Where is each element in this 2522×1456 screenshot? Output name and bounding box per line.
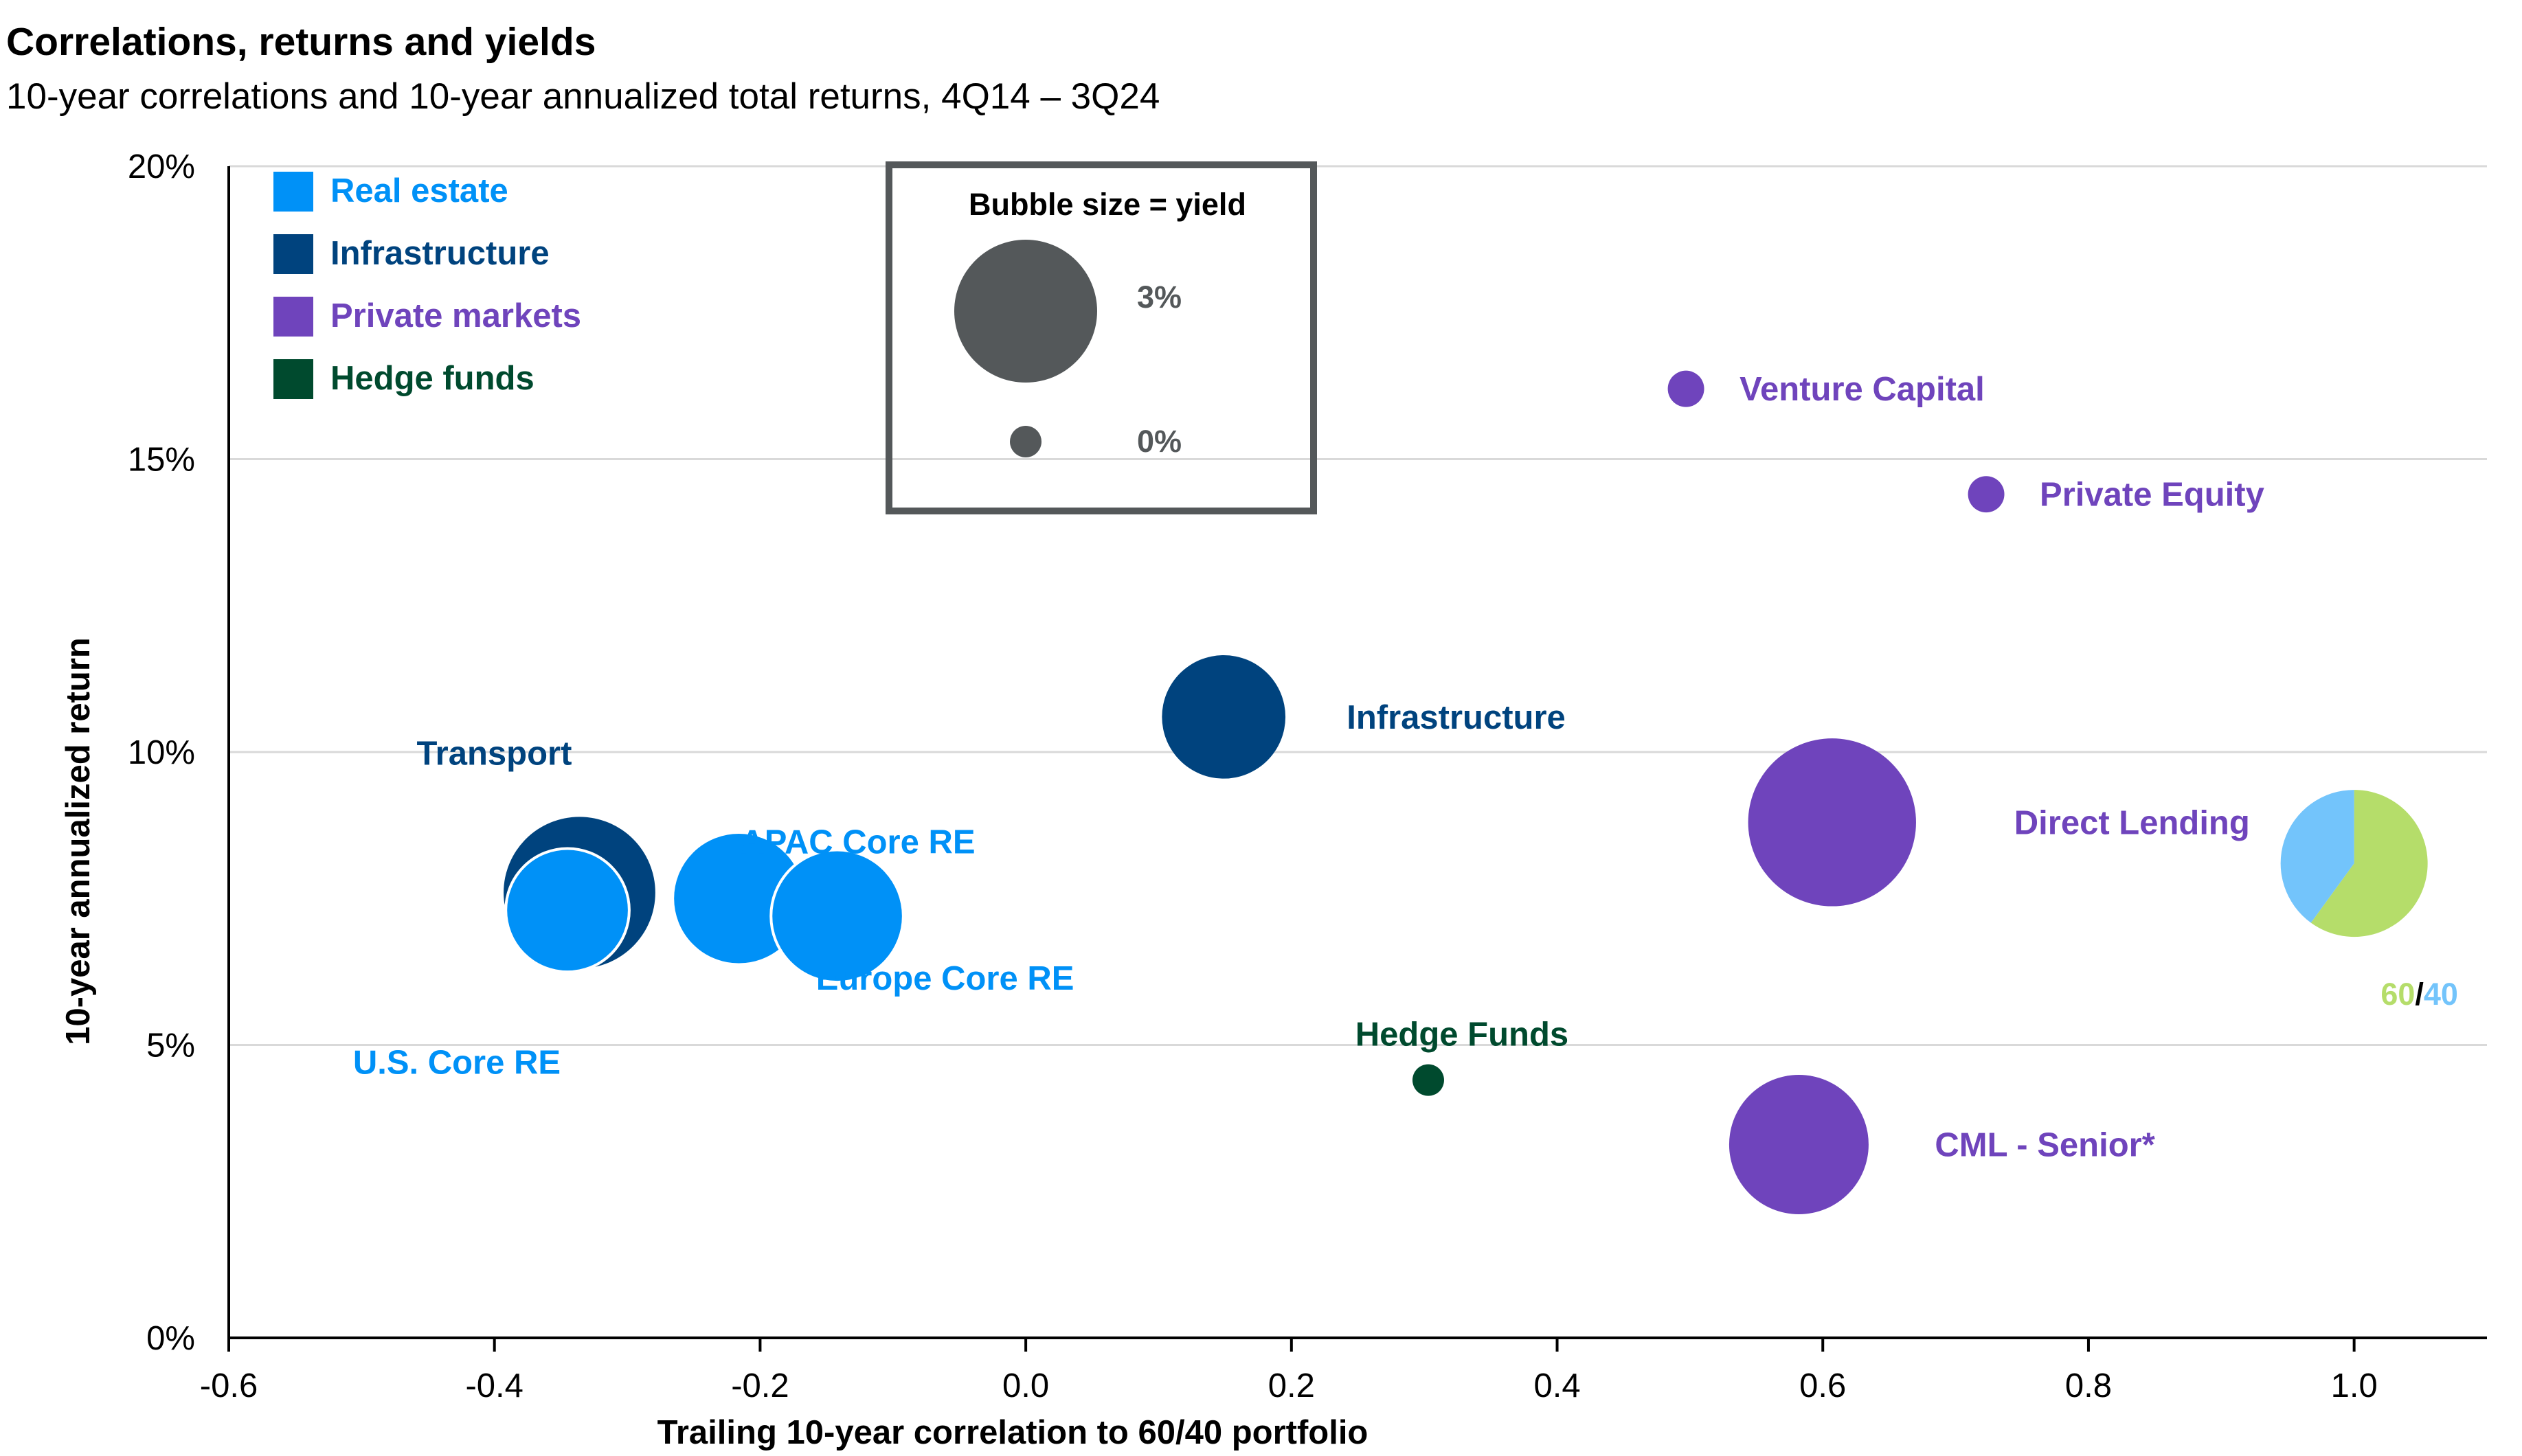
size-legend-box [886, 161, 1317, 514]
size-legend-bubble-small [1010, 426, 1042, 457]
gridlines [229, 165, 2487, 1046]
bubble-label: Transport [416, 736, 572, 773]
bubble-label: Private Equity [2040, 477, 2264, 514]
legend-label-real-estate: Real estate [330, 172, 508, 209]
bubble [1729, 1075, 1869, 1215]
size-legend: Bubble size = yield 3% 0% [886, 161, 1317, 514]
bubble [1748, 738, 1916, 907]
y-tick-label: 10% [128, 734, 195, 771]
x-tick-label: 0.6 [1799, 1367, 1846, 1404]
x-tick-label: -0.4 [465, 1367, 523, 1404]
bubbles [504, 370, 2005, 1215]
chart-subtitle: 10-year correlations and 10-year annuali… [6, 76, 1160, 117]
size-legend-title: Bubble size = yield [969, 187, 1246, 222]
x-tick-label: -0.6 [200, 1367, 258, 1404]
size-legend-bubble-large [954, 240, 1097, 383]
portfolio-label: 60/40 [2380, 977, 2458, 1012]
y-axis-label: 10-year annualized return [60, 637, 97, 1045]
axes [227, 166, 2487, 1339]
y-tick-labels: 0% 5% 10% 15% 20% [128, 148, 195, 1357]
category-legend: Real estate Infrastructure Private markets… [273, 172, 581, 399]
bubble-label: CML - Senior* [1935, 1127, 2155, 1164]
x-tick-labels: -0.6 -0.4 -0.2 0.0 0.2 0.4 0.6 0.8 1.0 [200, 1338, 2378, 1404]
x-tick-label: -0.2 [731, 1367, 789, 1404]
portfolio-label-60: 60 [2380, 977, 2415, 1012]
legend-swatch-infrastructure [273, 234, 313, 274]
x-tick-label: 0.2 [1268, 1367, 1315, 1404]
bubble [1162, 655, 1286, 779]
legend-swatch-private-markets [273, 297, 313, 337]
size-legend-label-small: 0% [1137, 424, 1182, 459]
x-tick-label: 0.4 [1533, 1367, 1580, 1404]
y-tick-label: 15% [128, 442, 195, 479]
portfolio-label-separator: / [2415, 977, 2424, 1012]
bubble-label: Europe Core RE [816, 960, 1074, 997]
size-legend-label-large: 3% [1137, 280, 1182, 315]
legend-swatch-real-estate [273, 172, 313, 212]
bubble-label: Infrastructure [1347, 699, 1566, 736]
legend-swatch-hedge-funds [273, 359, 313, 399]
portfolio-slice-40 [2280, 790, 2354, 923]
bubble-label: Hedge Funds [1355, 1016, 1568, 1054]
bubble-label: Direct Lending [2014, 804, 2250, 841]
x-tick-label: 0.0 [1002, 1367, 1049, 1404]
y-tick-label: 0% [146, 1320, 195, 1357]
bubble [1968, 476, 2005, 513]
x-axis-label: Trailing 10-year correlation to 60/40 po… [657, 1414, 1369, 1451]
legend-label-private-markets: Private markets [330, 297, 581, 334]
portfolio-label-40: 40 [2424, 977, 2458, 1012]
bubble-label: APAC Core RE [740, 823, 975, 861]
bubble-labels: Transport U.S. Core RE APAC Core RE Europe … [353, 371, 2264, 1163]
portfolio-marker: 60/40 [2280, 790, 2458, 1012]
bubble [504, 847, 631, 974]
legend-label-hedge-funds: Hedge funds [330, 360, 534, 397]
portfolio-slice-60 [2310, 790, 2428, 937]
y-tick-label: 5% [146, 1027, 195, 1065]
legend-label-infrastructure: Infrastructure [330, 235, 550, 272]
x-tick-label: 0.8 [2065, 1367, 2112, 1404]
chart-title: Correlations, returns and yields [6, 20, 596, 64]
bubble-label: Venture Capital [1739, 371, 1985, 408]
bubble [769, 848, 905, 984]
bubble [1412, 1064, 1444, 1096]
y-tick-label: 20% [128, 148, 195, 185]
bubble-label: U.S. Core RE [353, 1044, 561, 1081]
x-tick-label: 1.0 [2331, 1367, 2378, 1404]
bubble [1667, 370, 1704, 407]
